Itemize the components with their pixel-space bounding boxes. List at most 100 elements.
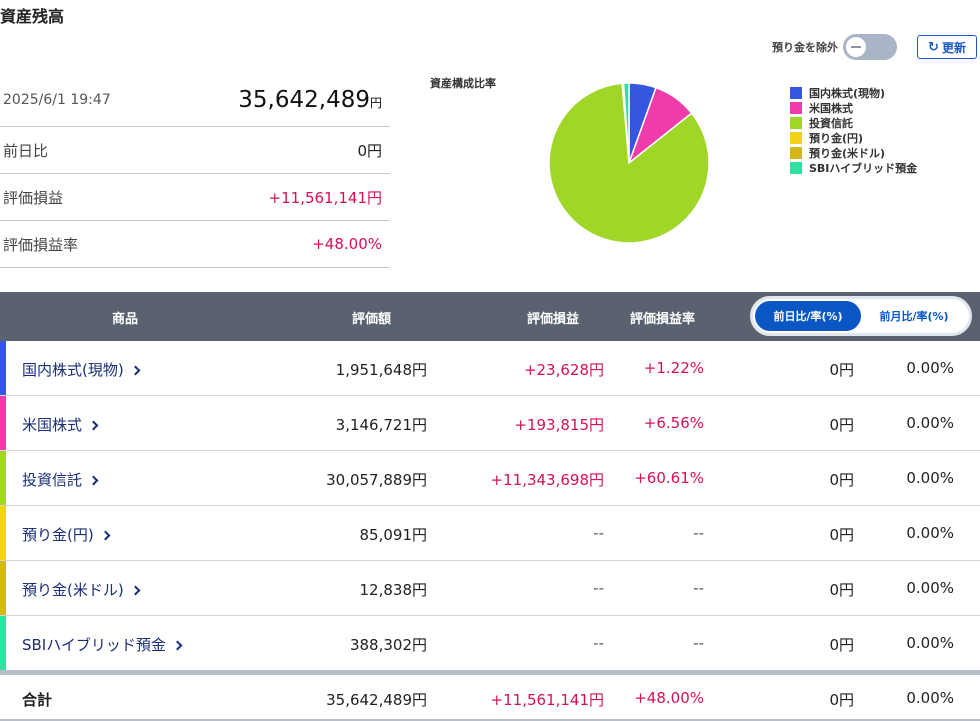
table-row: 国内株式(現物) 1,951,648円 +23,628円 +1.22% 0円 0.00%: [0, 341, 980, 396]
row-product-link[interactable]: 投資信託: [22, 469, 99, 490]
table-row: 投資信託 30,057,889円 +11,343,698円 +60.61% 0円 0.00…: [0, 451, 980, 506]
exclude-deposit-control: 預り金を除外: [772, 34, 897, 60]
legend-label: 預り金(米ドル): [809, 146, 886, 160]
row-valuation: 1,951,648円: [335, 361, 427, 379]
row-day-rate: 0.00%: [906, 414, 954, 432]
summary-value: +48.00%: [312, 235, 382, 253]
row-day-rate: 0.00%: [906, 579, 954, 597]
legend-item: 米国株式: [790, 100, 917, 115]
legend-label: 国内株式(現物): [809, 86, 886, 100]
table-row: SBIハイブリッド預金 388,302円 -- -- 0円 0.00%: [0, 616, 980, 671]
row-product-link[interactable]: 預り金(米ドル): [22, 579, 141, 600]
row-day-rate: 0.00%: [906, 469, 954, 487]
total-divider: [0, 670, 980, 675]
legend-item: SBIハイブリッド預金: [790, 160, 917, 175]
chevron-right-icon: [88, 475, 99, 486]
row-color-bar: [0, 616, 6, 670]
row-pl: +23,628円: [523, 361, 604, 379]
row-pl-rate: +60.61%: [634, 469, 704, 487]
summary-row-day-change: 前日比 0円: [0, 127, 390, 174]
row-product-name: 投資信託: [22, 471, 83, 489]
total-row: 合計 35,642,489円 +11,561,141円 +48.00% 0円 0…: [0, 675, 980, 721]
row-product-link[interactable]: 預り金(円): [22, 524, 111, 545]
exclude-deposit-label: 預り金を除外: [772, 41, 838, 54]
row-product-name: 預り金(米ドル): [22, 581, 124, 599]
summary-row-pl-rate: 評価損益率 +48.00%: [0, 221, 390, 268]
row-pl-rate: --: [693, 634, 704, 652]
summary-value: +11,561,141円: [268, 188, 382, 207]
table-row: 預り金(円) 85,091円 -- -- 0円 0.00%: [0, 506, 980, 561]
row-color-bar: [0, 451, 6, 505]
table-row: 預り金(米ドル) 12,838円 -- -- 0円 0.00%: [0, 561, 980, 616]
segment-day-change[interactable]: 前日比/率(%): [755, 301, 861, 331]
summary-date: 2025/6/1 19:47: [3, 91, 111, 108]
chart-title: 資産構成比率: [430, 77, 496, 90]
summary-label: 前日比: [3, 141, 49, 160]
row-color-bar: [0, 506, 6, 560]
legend-swatch: [790, 116, 802, 129]
page-title: 資産残高: [0, 7, 65, 26]
row-pl-rate: --: [693, 524, 704, 542]
exclude-deposit-toggle[interactable]: [843, 34, 897, 60]
legend-label: 米国株式: [809, 101, 853, 115]
total-day-rate: 0.00%: [906, 689, 954, 707]
chevron-right-icon: [172, 640, 183, 651]
legend-item: 投資信託: [790, 115, 917, 130]
total-day-change: 0円: [829, 691, 854, 709]
chevron-right-icon: [130, 585, 141, 596]
row-pl-rate: +1.22%: [643, 359, 704, 377]
asset-pie-chart: [548, 82, 710, 244]
row-product-link[interactable]: 国内株式(現物): [22, 359, 141, 380]
header-product: 商品: [112, 312, 139, 327]
row-product-link[interactable]: 米国株式: [22, 414, 99, 435]
row-valuation: 85,091円: [359, 526, 428, 544]
row-day-change: 0円: [829, 581, 854, 599]
row-day-change: 0円: [829, 416, 854, 434]
row-day-change: 0円: [829, 526, 854, 544]
header-pl-rate: 評価損益率: [630, 312, 696, 327]
row-day-rate: 0.00%: [906, 359, 954, 377]
toggle-knob: [846, 37, 866, 57]
row-day-rate: 0.00%: [906, 634, 954, 652]
pie-slice: [548, 82, 710, 244]
legend-label: 投資信託: [809, 116, 853, 130]
row-pl: --: [593, 524, 604, 542]
header-pl: 評価損益: [527, 312, 580, 327]
refresh-label: 更新: [941, 40, 966, 55]
summary-total-value: 35,642,489円: [238, 86, 382, 113]
chevron-right-icon: [100, 530, 111, 541]
legend-swatch: [790, 101, 802, 114]
summary-value: 0円: [357, 141, 382, 160]
change-period-segment: 前日比/率(%) 前月比/率(%): [750, 296, 972, 336]
legend-item: 国内株式(現物): [790, 85, 917, 100]
row-valuation: 3,146,721円: [335, 416, 427, 434]
row-day-change: 0円: [829, 361, 854, 379]
row-day-change: 0円: [829, 636, 854, 654]
legend-item: 預り金(円): [790, 130, 917, 145]
refresh-button[interactable]: ↻ 更新: [917, 35, 977, 59]
row-product-name: 米国株式: [22, 416, 83, 434]
row-product-link[interactable]: SBIハイブリッド預金: [22, 634, 183, 655]
row-valuation: 388,302円: [349, 636, 427, 654]
chevron-right-icon: [130, 365, 141, 376]
summary-label: 評価損益: [3, 188, 64, 207]
row-pl: --: [593, 634, 604, 652]
row-valuation: 12,838円: [359, 581, 428, 599]
legend-label: 預り金(円): [809, 131, 864, 145]
row-color-bar: [0, 561, 6, 615]
row-day-change: 0円: [829, 471, 854, 489]
row-pl: --: [593, 579, 604, 597]
total-pl-rate: +48.00%: [634, 689, 704, 707]
chevron-right-icon: [88, 420, 99, 431]
row-pl-rate: +6.56%: [643, 414, 704, 432]
row-product-name: 国内株式(現物): [22, 361, 124, 379]
row-pl: +193,815円: [514, 416, 604, 434]
row-product-name: SBIハイブリッド預金: [22, 636, 166, 654]
table-row: 米国株式 3,146,721円 +193,815円 +6.56% 0円 0.00%: [0, 396, 980, 451]
chart-legend: 国内株式(現物) 米国株式 投資信託 預り金(円) 預り金(米ドル) SBIハイブリッド預…: [790, 85, 917, 175]
segment-month-change[interactable]: 前月比/率(%): [861, 301, 967, 331]
row-pl: +11,343,698円: [490, 471, 604, 489]
total-pl: +11,561,141円: [490, 691, 604, 709]
refresh-icon: ↻: [928, 39, 939, 55]
row-day-rate: 0.00%: [906, 524, 954, 542]
